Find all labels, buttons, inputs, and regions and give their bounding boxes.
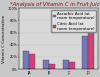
Legend: Ascorbic Acid (at
room temperature), Citric Acid (at
room temperature): Ascorbic Acid (at room temperature), Cit… [51,10,96,32]
Bar [49,64,55,69]
Bar [43,60,49,69]
Bar [69,62,74,69]
Bar [63,60,69,69]
Bar [23,51,29,69]
Bar [88,23,94,69]
Bar [29,54,35,69]
Bar [82,36,88,69]
Title: *Analysis of Vitamin C in Fruit Juices*: *Analysis of Vitamin C in Fruit Juices* [10,2,100,7]
Y-axis label: Vitamin C Concentration: Vitamin C Concentration [2,15,6,63]
